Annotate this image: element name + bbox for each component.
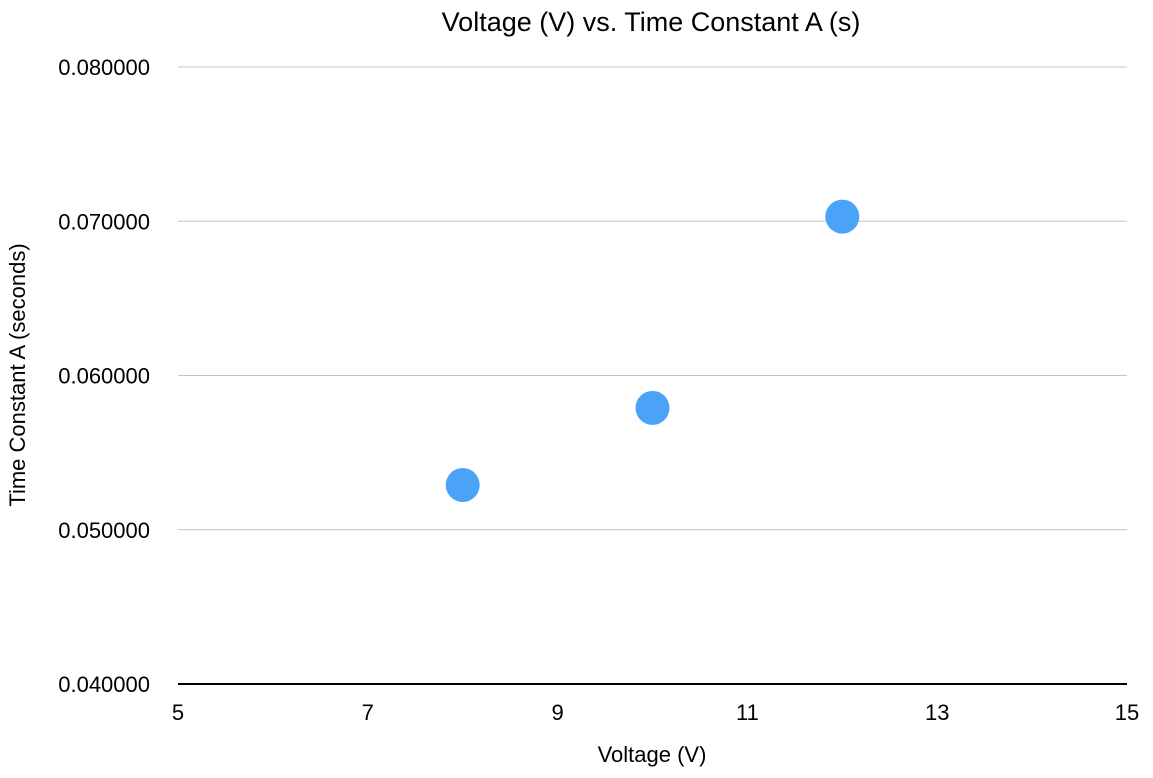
data-point (635, 390, 670, 425)
data-point (825, 199, 860, 234)
x-tick-label: 15 (1115, 700, 1139, 725)
x-tick-labels: 5 7 9 11 13 15 (172, 700, 1139, 725)
chart-title: Voltage (V) vs. Time Constant A (s) (442, 7, 861, 37)
x-tick-label: 11 (736, 700, 759, 725)
x-tick-label: 5 (172, 700, 184, 725)
data-point (445, 468, 480, 503)
x-axis-label: Voltage (V) (598, 742, 707, 767)
y-tick-label: 0.050000 (58, 518, 150, 543)
y-tick-label: 0.070000 (58, 209, 150, 234)
y-axis-label: Time Constant A (seconds) (5, 243, 30, 506)
data-points (445, 199, 860, 503)
x-tick-label: 9 (551, 700, 563, 725)
x-tick-label: 7 (362, 700, 374, 725)
y-tick-label: 0.060000 (58, 364, 150, 389)
y-tick-labels: 0.040000 0.050000 0.060000 0.070000 0.080000 (58, 55, 150, 697)
y-tick-label: 0.080000 (58, 55, 150, 80)
x-tick-label: 13 (925, 700, 949, 725)
grid-lines (178, 66, 1127, 531)
y-tick-label: 0.040000 (58, 672, 150, 697)
